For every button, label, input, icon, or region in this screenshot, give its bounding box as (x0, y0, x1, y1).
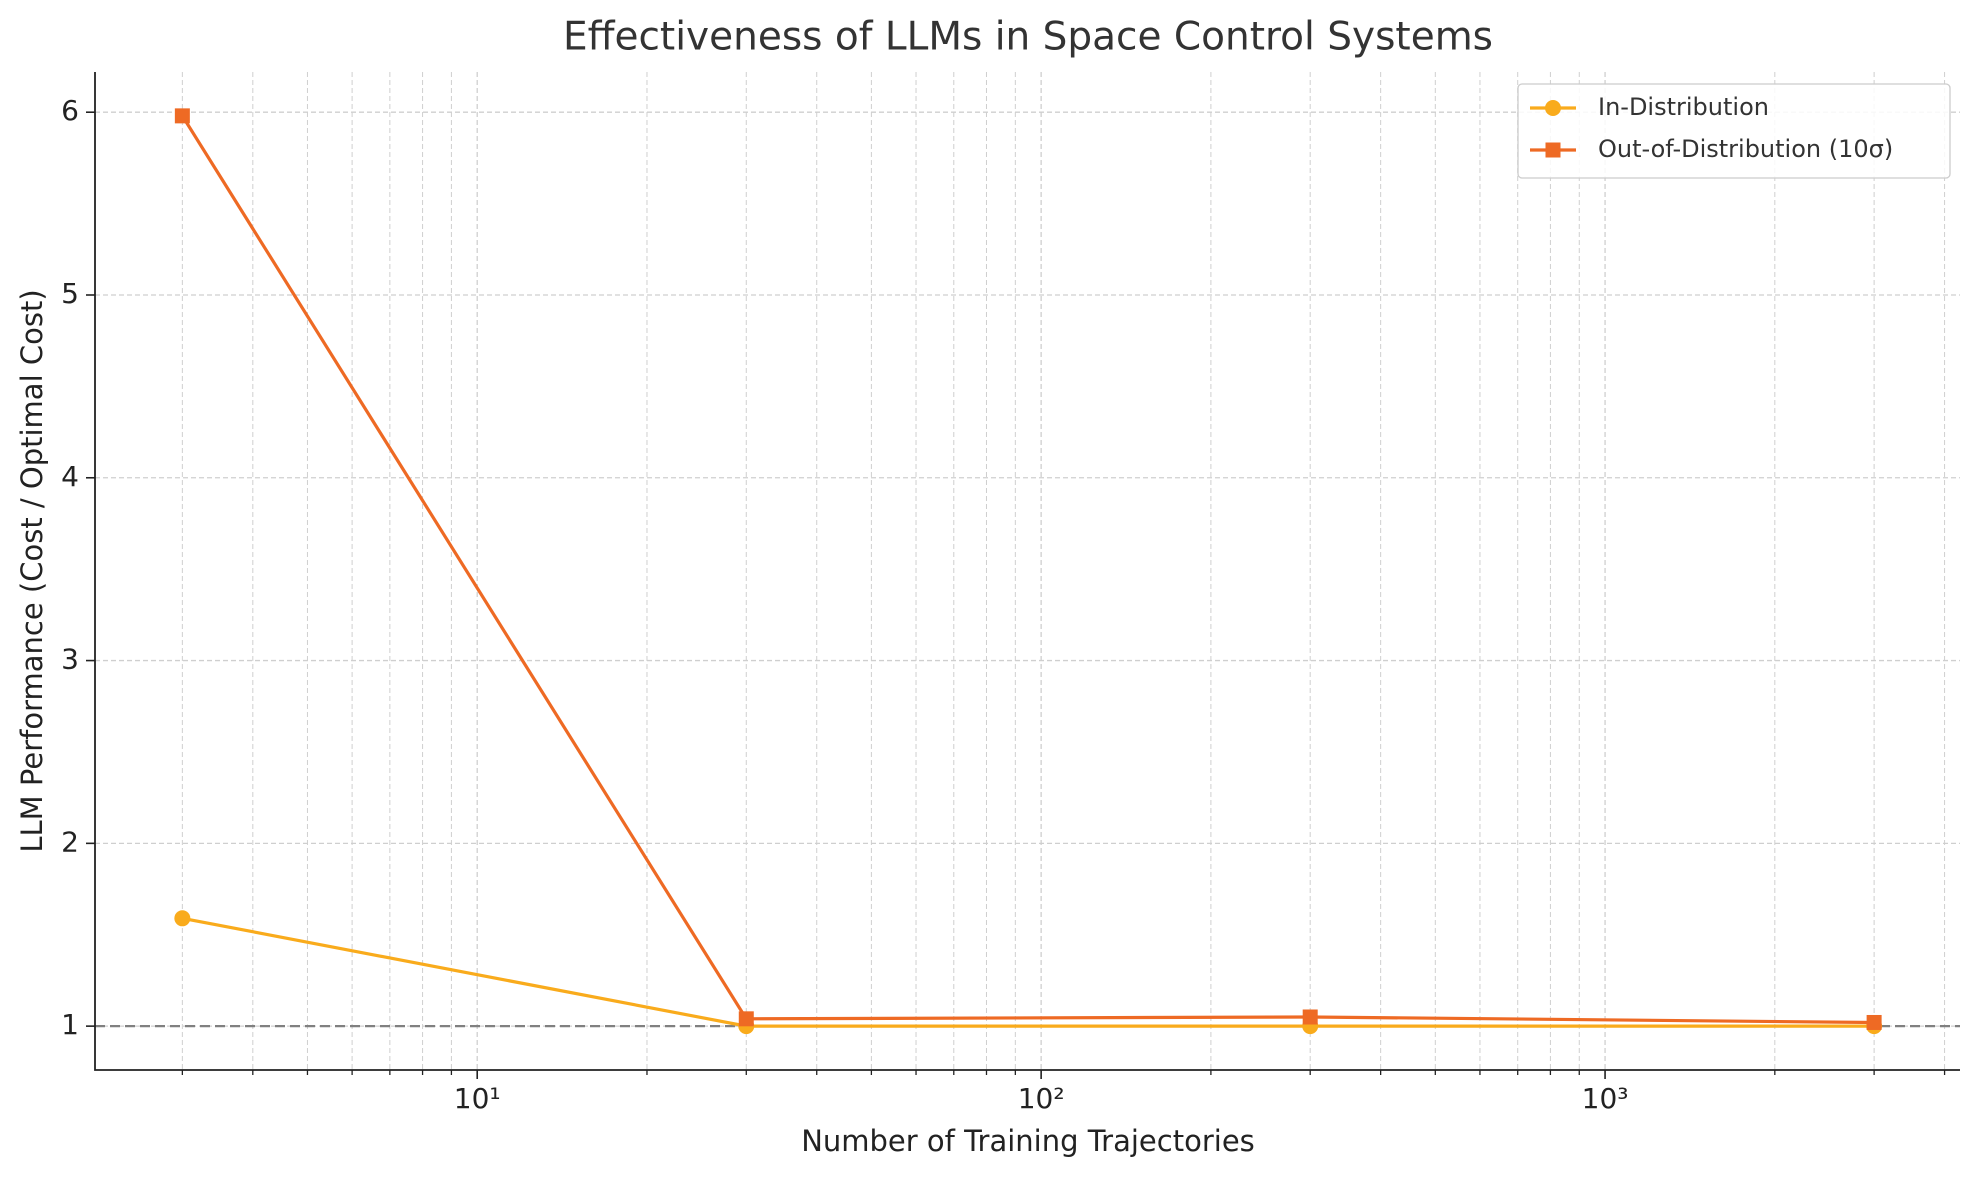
y-tick-label: 3 (61, 643, 79, 676)
x-tick-label: 10¹ (454, 1082, 501, 1115)
axes (94, 72, 1960, 1071)
y-tick-label: 4 (61, 460, 79, 493)
data-point (1866, 1014, 1882, 1030)
x-tick-label: 10³ (1582, 1082, 1629, 1115)
y-tick-label: 2 (61, 825, 79, 858)
data-point (738, 1011, 754, 1027)
legend-marker (1545, 100, 1561, 116)
legend-marker (1545, 142, 1561, 158)
data-point (1302, 1009, 1318, 1025)
legend-label: In-Distribution (1598, 93, 1769, 121)
data-point (174, 108, 190, 124)
series-line (182, 916, 1875, 1028)
series-line (180, 115, 1875, 1025)
x-axis-label: Number of Training Trajectories (801, 1124, 1255, 1158)
data-point (174, 910, 191, 927)
y-tick-label: 1 (61, 1008, 79, 1041)
y-tick-label: 6 (61, 94, 79, 127)
x-tick-label: 10² (1018, 1082, 1065, 1115)
y-axis-label: LLM Performance (Cost / Optimal Cost) (15, 289, 49, 852)
legend-box (1517, 83, 1951, 179)
chart-title: Effectiveness of LLMs in Space Control S… (563, 15, 1493, 60)
legend-label: Out-of-Distribution (10σ) (1598, 135, 1893, 163)
y-tick-label: 5 (61, 277, 79, 310)
